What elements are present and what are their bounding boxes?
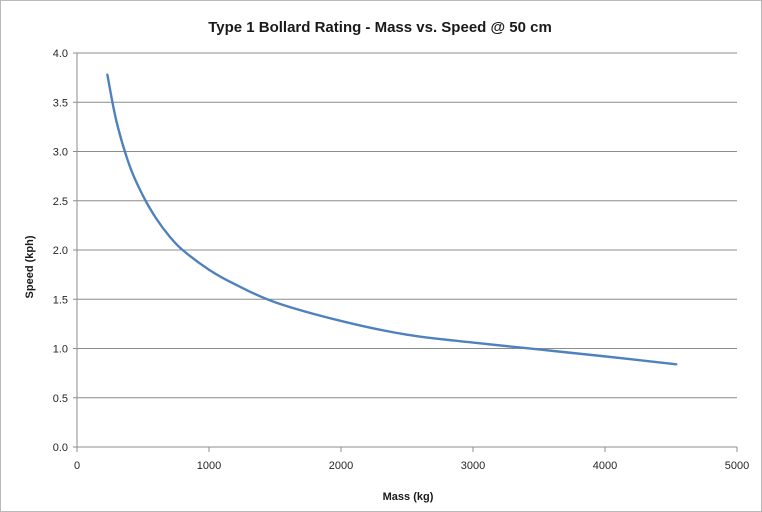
y-tick-label: 1.5 [53, 294, 68, 306]
x-tick-label: 2000 [329, 460, 353, 472]
x-axis-label: Mass (kg) [383, 491, 434, 503]
chart-title: Type 1 Bollard Rating - Mass vs. Speed @… [208, 19, 552, 36]
y-tick-label: 3.0 [53, 147, 68, 159]
y-tick-label: 2.5 [53, 196, 68, 208]
y-tick-labels: 0.0 0.5 1.0 1.5 2.0 2.5 3.0 3.5 4.0 [53, 48, 68, 454]
x-tick-label: 3000 [461, 460, 485, 472]
x-tick-label: 0 [74, 460, 80, 472]
x-tick-label: 5000 [725, 460, 749, 472]
x-tick-label: 1000 [197, 460, 221, 472]
y-tick-label: 3.5 [53, 97, 68, 109]
y-tick-label: 0.0 [53, 442, 68, 454]
y-tick-label: 1.0 [53, 344, 68, 356]
axes [73, 52, 738, 452]
gridlines [77, 52, 737, 399]
y-axis-label: Speed (kph) [24, 235, 36, 298]
series-group [106, 73, 678, 366]
series-line-0 [106, 73, 678, 366]
y-tick-label: 0.5 [53, 393, 68, 405]
x-tick-label: 4000 [593, 460, 617, 472]
y-tick-label: 2.0 [53, 245, 68, 257]
y-tick-label: 4.0 [53, 48, 68, 60]
x-tick-labels: 0 1000 2000 3000 4000 5000 [74, 460, 749, 472]
